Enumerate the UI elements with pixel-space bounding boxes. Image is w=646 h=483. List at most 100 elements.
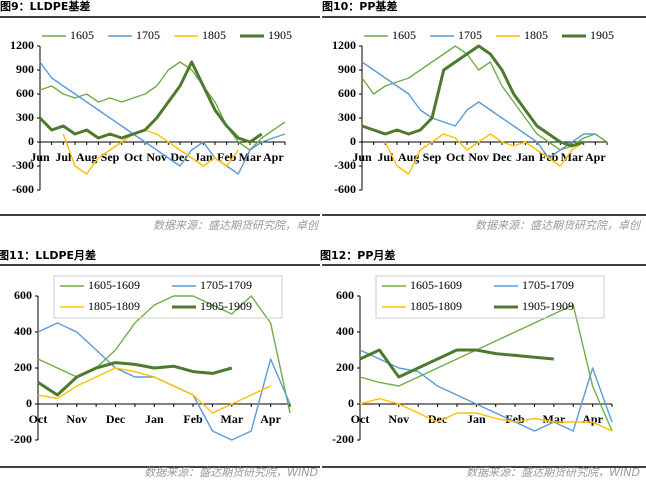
series-line: [361, 61, 596, 159]
series-line: [361, 44, 585, 148]
legend-label: 1605-1609: [410, 278, 462, 292]
x-tick-label: Nov: [388, 412, 409, 426]
x-tick-label: Nov: [146, 150, 167, 164]
y-tick-label: -200: [10, 432, 32, 446]
x-tick-label: Apr: [585, 150, 606, 164]
y-tick-label: 0: [348, 396, 354, 410]
y-tick-label: -300: [334, 158, 356, 172]
x-tick-label: Dec: [106, 412, 126, 426]
legend-label: 1905-1909: [200, 299, 252, 313]
x-tick-label: Oct: [446, 150, 465, 164]
legend-label: 1905: [268, 28, 292, 42]
legend-label: 1805-1809: [88, 299, 140, 313]
x-tick-label: Jan: [516, 150, 535, 164]
legend-label: 1705-1709: [522, 278, 574, 292]
x-tick-label: Jan: [145, 412, 164, 426]
y-tick-label: -600: [12, 182, 34, 196]
y-tick-label: 0: [28, 134, 34, 148]
x-tick-label: Jul: [55, 150, 72, 164]
y-tick-label: 200: [14, 360, 32, 374]
x-tick-label: Apr: [263, 150, 284, 164]
source-note: 数据来源：盛达期货研究院，卓创: [475, 219, 642, 232]
x-tick-label: Feb: [539, 150, 559, 164]
x-tick-label: Jun: [352, 150, 372, 164]
legend-label: 1805: [202, 28, 226, 42]
legend-label: 1605: [392, 28, 416, 42]
x-tick-label: Aug: [398, 150, 419, 164]
source-note: 数据来源：盛达期货研究院，卓创: [153, 219, 320, 232]
series-line: [361, 45, 608, 151]
y-tick-label: 600: [16, 86, 34, 100]
x-tick-label: Feb: [505, 412, 525, 426]
legend-label: 1605-1609: [88, 278, 140, 292]
y-tick-label: 200: [336, 360, 354, 374]
y-tick-label: 600: [14, 288, 32, 302]
legend-box: [375, 275, 605, 319]
series-line: [384, 133, 585, 175]
chart-title: 图12：PP月差: [320, 248, 395, 262]
y-tick-label: 1200: [332, 38, 356, 52]
legend-label: 1805-1809: [410, 299, 462, 313]
x-tick-label: Nov: [468, 150, 489, 164]
source-note: 数据来源：盛达期货研究院，WIND: [144, 466, 318, 479]
series-line: [38, 60, 263, 144]
x-tick-label: Sep: [101, 150, 120, 164]
y-tick-label: -600: [334, 182, 356, 196]
series-line: [37, 367, 271, 414]
series-line: [359, 304, 613, 432]
x-tick-label: Oct: [124, 150, 143, 164]
y-tick-label: 300: [16, 110, 34, 124]
legend-label: 1905-1909: [522, 299, 574, 313]
y-tick-label: 300: [338, 110, 356, 124]
x-tick-label: Mar: [543, 412, 566, 426]
y-tick-label: -200: [332, 432, 354, 446]
source-note: 数据来源：盛达期货研究院，WIND: [466, 466, 640, 479]
x-tick-label: Apr: [260, 412, 281, 426]
series-line: [39, 61, 286, 151]
y-tick-label: 900: [16, 62, 34, 76]
legend-label: 1705: [458, 28, 482, 42]
chart-title: 图10：PP基差: [322, 0, 397, 13]
x-tick-label: Jul: [377, 150, 394, 164]
x-tick-label: Nov: [66, 412, 87, 426]
x-tick-label: Aug: [76, 150, 97, 164]
y-tick-label: 400: [336, 324, 354, 338]
y-tick-label: 600: [336, 288, 354, 302]
series-line: [39, 61, 286, 175]
y-tick-label: 1200: [10, 38, 34, 52]
x-tick-label: Feb: [217, 150, 237, 164]
x-tick-label: Mar: [221, 412, 244, 426]
x-tick-label: Feb: [183, 412, 203, 426]
legend-label: 1605: [70, 28, 94, 42]
x-tick-label: Dec: [428, 412, 448, 426]
y-tick-label: 0: [350, 134, 356, 148]
x-tick-label: Mar: [561, 150, 584, 164]
series-line: [62, 129, 239, 175]
legend-label: 1905: [590, 28, 614, 42]
legend-box: [53, 275, 283, 319]
series-line: [359, 349, 613, 432]
x-tick-label: Oct: [29, 412, 48, 426]
y-tick-label: 900: [338, 62, 356, 76]
x-tick-label: Jan: [194, 150, 213, 164]
y-tick-label: 0: [26, 396, 32, 410]
y-tick-label: -300: [12, 158, 34, 172]
x-tick-label: Jun: [30, 150, 50, 164]
legend-label: 1705-1709: [200, 278, 252, 292]
series-line: [37, 295, 291, 414]
legend-label: 1805: [524, 28, 548, 42]
series-line: [359, 348, 554, 379]
x-tick-label: Sep: [423, 150, 442, 164]
x-tick-label: Apr: [582, 412, 603, 426]
y-tick-label: 600: [338, 86, 356, 100]
chart-title: 图11：LLDPE月差: [0, 248, 96, 262]
x-tick-label: Jan: [467, 412, 486, 426]
chart-title: 图9：LLDPE基差: [0, 0, 90, 13]
series-line: [37, 361, 233, 397]
series-line: [359, 397, 613, 432]
y-tick-label: 400: [14, 324, 32, 338]
x-tick-label: Mar: [239, 150, 262, 164]
x-tick-label: Oct: [351, 412, 370, 426]
legend-label: 1705: [136, 28, 160, 42]
